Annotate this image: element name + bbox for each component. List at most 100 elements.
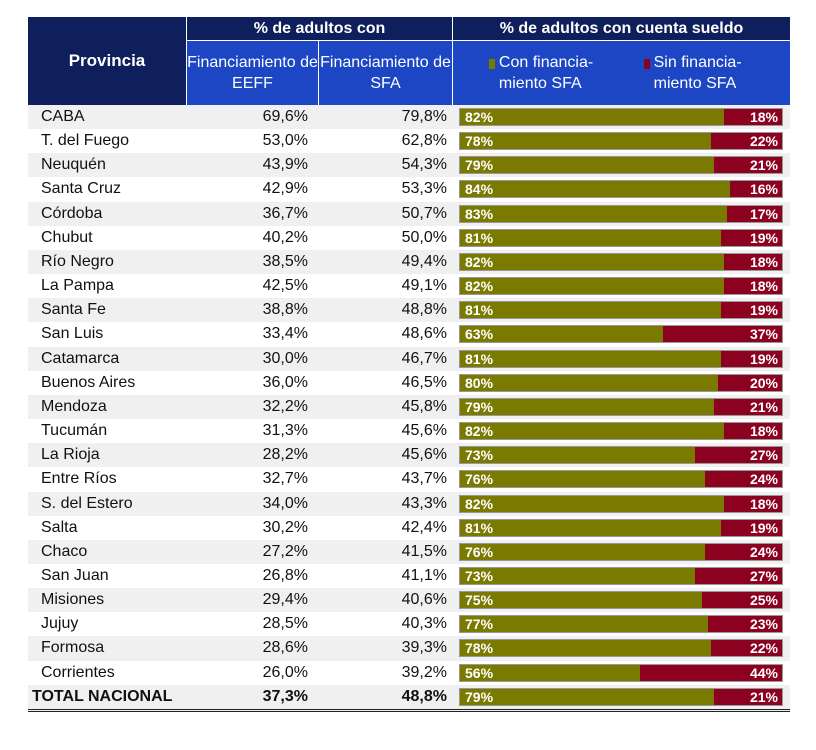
header-financiamiento-eeff: Financiamiento de EEFF bbox=[187, 41, 318, 105]
bar-label-con: 77% bbox=[465, 616, 494, 633]
bar-label-sin: 23% bbox=[749, 616, 778, 633]
financiamiento-sfa-value: 62,8% bbox=[401, 132, 447, 150]
financiamiento-eeff-value: 28,2% bbox=[262, 446, 308, 464]
financiamiento-eeff-value: 34,0% bbox=[262, 494, 308, 512]
bar-segment-con: 81% bbox=[460, 350, 721, 367]
stacked-bar: 84% 16% bbox=[459, 180, 783, 199]
province-name: Chubut bbox=[41, 228, 93, 246]
bar-label-sin: 27% bbox=[749, 567, 778, 584]
bar-label-sin: 19% bbox=[749, 302, 778, 319]
province-name: Santa Fe bbox=[41, 301, 106, 319]
financiamiento-sfa-value: 40,6% bbox=[401, 591, 447, 609]
financiamiento-eeff-value: 42,5% bbox=[262, 277, 308, 295]
legend-con: Con financia-miento SFA bbox=[489, 52, 599, 94]
financiamiento-eeff-value: 28,5% bbox=[262, 615, 308, 633]
stacked-bar: 56% 44% bbox=[459, 663, 783, 682]
bar-segment-con: 76% bbox=[460, 543, 705, 560]
table-row: Jujuy 28,5% 40,3% 77% 23% bbox=[28, 612, 790, 636]
bar-segment-con: 83% bbox=[460, 205, 728, 222]
stacked-bar: 79% 21% bbox=[459, 687, 783, 706]
stacked-bar: 76% 24% bbox=[459, 470, 783, 489]
header-provincia: Provincia bbox=[28, 17, 186, 105]
bar-segment-con: 84% bbox=[460, 181, 731, 198]
financiamiento-sfa-value: 50,7% bbox=[401, 204, 447, 222]
stacked-bar: 82% 18% bbox=[459, 494, 783, 513]
bar-label-con: 84% bbox=[465, 181, 494, 198]
financiamiento-sfa-value: 46,5% bbox=[401, 373, 447, 391]
financiamiento-eeff-value: 30,0% bbox=[262, 349, 308, 367]
bar-segment-sin: 21% bbox=[714, 688, 782, 705]
bar-label-sin: 16% bbox=[749, 181, 778, 198]
table-row: Río Negro 38,5% 49,4% 82% 18% bbox=[28, 249, 790, 275]
financiamiento-eeff-value: 69,6% bbox=[262, 108, 308, 125]
province-name: Formosa bbox=[41, 639, 105, 657]
financiamiento-eeff-value: 33,4% bbox=[262, 325, 308, 343]
province-name: La Pampa bbox=[41, 277, 114, 295]
bar-label-con: 82% bbox=[465, 109, 494, 125]
financiamiento-sfa-value: 39,2% bbox=[401, 663, 447, 681]
financiamiento-sfa-value: 50,0% bbox=[401, 228, 447, 246]
bar-segment-con: 78% bbox=[460, 640, 712, 657]
stacked-bar: 79% 21% bbox=[459, 397, 783, 416]
financiamiento-sfa-value: 43,3% bbox=[401, 494, 447, 512]
bar-segment-sin: 18% bbox=[724, 278, 782, 295]
bar-segment-con: 81% bbox=[460, 229, 721, 246]
financiamiento-sfa-value: 45,6% bbox=[401, 446, 447, 464]
stacked-bar: 82% 18% bbox=[459, 422, 783, 441]
bar-label-sin: 18% bbox=[749, 278, 778, 295]
bar-segment-con: 73% bbox=[460, 447, 696, 464]
bar-label-con: 81% bbox=[465, 229, 494, 246]
stacked-bar: 81% 19% bbox=[459, 301, 783, 320]
stacked-bar: 63% 37% bbox=[459, 325, 783, 344]
financiamiento-eeff-value: 37,3% bbox=[262, 687, 308, 705]
header-group-cuenta-sueldo: % de adultos con cuenta sueldo bbox=[453, 17, 790, 40]
financiamiento-eeff-value: 42,9% bbox=[262, 180, 308, 198]
bar-segment-con: 73% bbox=[460, 567, 696, 584]
legend-label-sin: Sin financia-miento SFA bbox=[653, 54, 742, 92]
bar-segment-con: 82% bbox=[460, 423, 725, 440]
table-row: T. del Fuego 53,0% 62,8% 78% 22% bbox=[28, 129, 790, 153]
province-name: La Rioja bbox=[41, 446, 100, 464]
bar-segment-sin: 20% bbox=[717, 374, 782, 391]
province-name: Río Negro bbox=[41, 252, 114, 270]
bar-label-sin: 19% bbox=[749, 350, 778, 367]
province-name: Salta bbox=[41, 518, 78, 536]
bar-label-con: 81% bbox=[465, 519, 494, 536]
bar-label-sin: 21% bbox=[749, 398, 778, 415]
bar-segment-sin: 18% bbox=[724, 495, 782, 512]
bar-label-sin: 44% bbox=[749, 664, 778, 681]
financiamiento-eeff-value: 38,5% bbox=[262, 252, 308, 270]
bar-label-con: 83% bbox=[465, 205, 494, 222]
stacked-bar: 82% 18% bbox=[459, 252, 783, 271]
bar-label-con: 73% bbox=[465, 447, 494, 464]
financiamiento-sfa-value: 49,1% bbox=[401, 277, 447, 295]
bar-segment-con: 78% bbox=[460, 133, 712, 150]
bar-label-sin: 20% bbox=[749, 374, 778, 391]
bar-segment-sin: 22% bbox=[711, 133, 782, 150]
legend: Con financia-miento SFA Sin financia-mie… bbox=[453, 41, 790, 105]
province-name: Tucumán bbox=[41, 422, 108, 440]
bar-label-con: 78% bbox=[465, 640, 494, 657]
province-name: Buenos Aires bbox=[41, 373, 136, 391]
province-name: Neuquén bbox=[41, 156, 106, 174]
financiamiento-eeff-value: 31,3% bbox=[262, 422, 308, 440]
bar-label-con: 76% bbox=[465, 471, 494, 488]
stacked-bar: 82% 18% bbox=[459, 277, 783, 296]
province-name: Córdoba bbox=[41, 204, 103, 222]
province-name: S. del Estero bbox=[41, 494, 133, 512]
bar-segment-sin: 27% bbox=[695, 447, 782, 464]
bar-segment-con: 79% bbox=[460, 398, 715, 415]
legend-swatch-con bbox=[489, 59, 495, 69]
bar-segment-sin: 44% bbox=[640, 664, 782, 681]
province-name: Misiones bbox=[41, 591, 105, 609]
bar-segment-sin: 23% bbox=[707, 616, 782, 633]
bar-label-sin: 18% bbox=[749, 253, 778, 270]
stacked-bar: 75% 25% bbox=[459, 591, 783, 610]
bar-segment-sin: 21% bbox=[714, 157, 782, 174]
table-header: Provincia % de adultos con % de adultos … bbox=[28, 17, 790, 105]
financiamiento-sfa-value: 45,6% bbox=[401, 422, 447, 440]
bar-label-con: 81% bbox=[465, 350, 494, 367]
financiamiento-sfa-value: 39,3% bbox=[401, 639, 447, 657]
bar-segment-con: 76% bbox=[460, 471, 705, 488]
header-group-adultos-con: % de adultos con bbox=[187, 17, 452, 40]
